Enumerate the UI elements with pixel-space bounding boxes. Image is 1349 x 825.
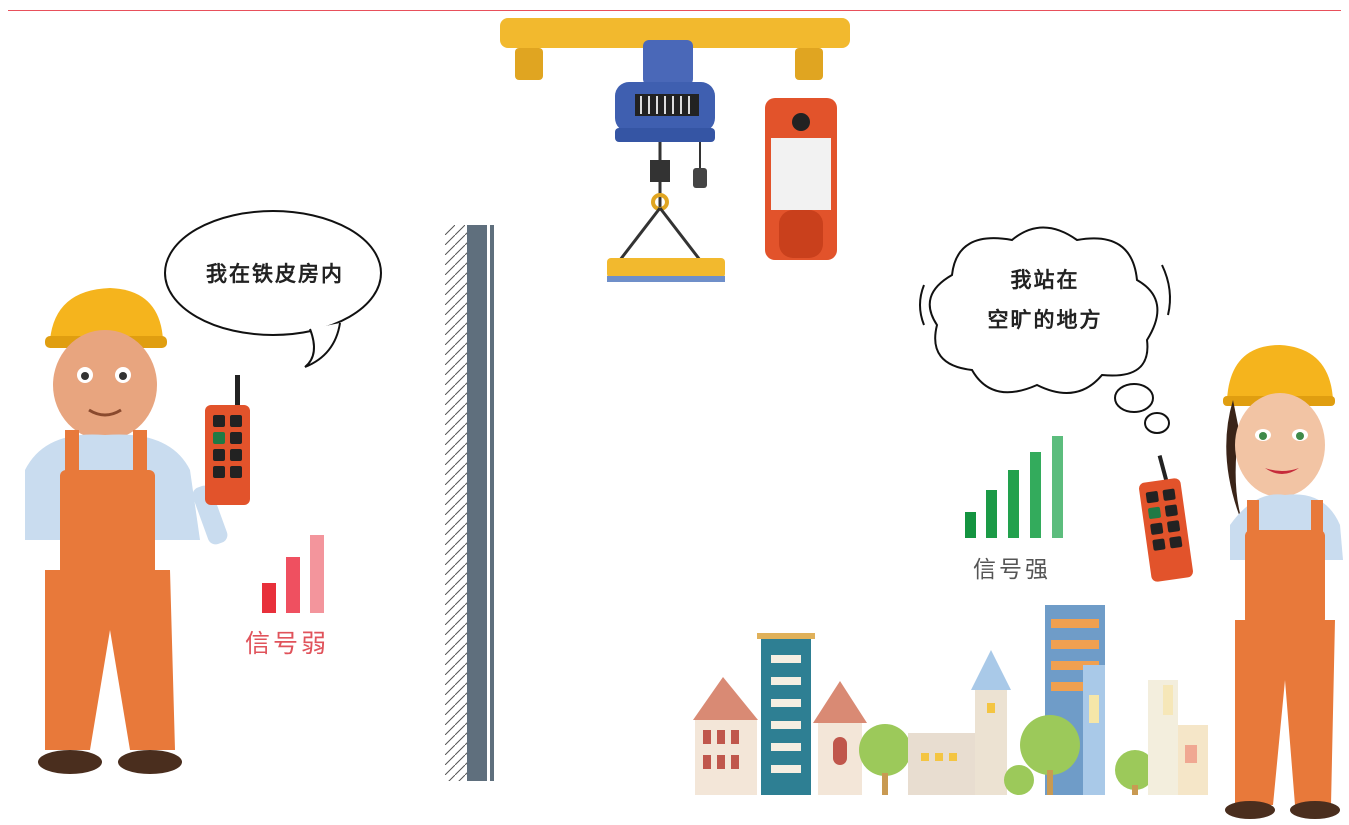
right-speech-line-1: 我站在: [1010, 268, 1080, 292]
left-speech-text: 我在铁皮房内: [206, 262, 344, 286]
signal-bar-4: [1030, 452, 1041, 538]
signal-bar-3: [310, 535, 324, 613]
metal-wall: [445, 225, 494, 781]
left-speech-bubble: [164, 210, 382, 368]
top-divider-line: [8, 10, 1341, 11]
right-remote-control: [1139, 478, 1193, 582]
crane-hoist-illustration: [500, 18, 850, 282]
weak-signal-label: 信号弱: [245, 629, 330, 658]
left-worker-illustration: [25, 288, 250, 774]
left-remote-control: [205, 405, 250, 505]
signal-bar-2: [986, 490, 997, 538]
right-worker-illustration: [1139, 345, 1343, 819]
strong-signal-label: 信号强: [973, 557, 1051, 583]
right-thought-bubble: [919, 226, 1171, 434]
city-skyline-illustration: [693, 605, 1208, 795]
signal-bar-3: [1008, 470, 1019, 538]
signal-bar-1: [262, 583, 276, 613]
strong-signal-bars: [965, 436, 1075, 538]
signal-bar-5: [1052, 436, 1063, 538]
right-speech-text: 我站在 空旷的地方: [960, 260, 1130, 340]
signal-bar-2: [286, 557, 300, 613]
signal-bar-1: [965, 512, 976, 538]
weak-signal-bars: [262, 535, 332, 613]
right-speech-line-2: 空旷的地方: [987, 308, 1103, 332]
